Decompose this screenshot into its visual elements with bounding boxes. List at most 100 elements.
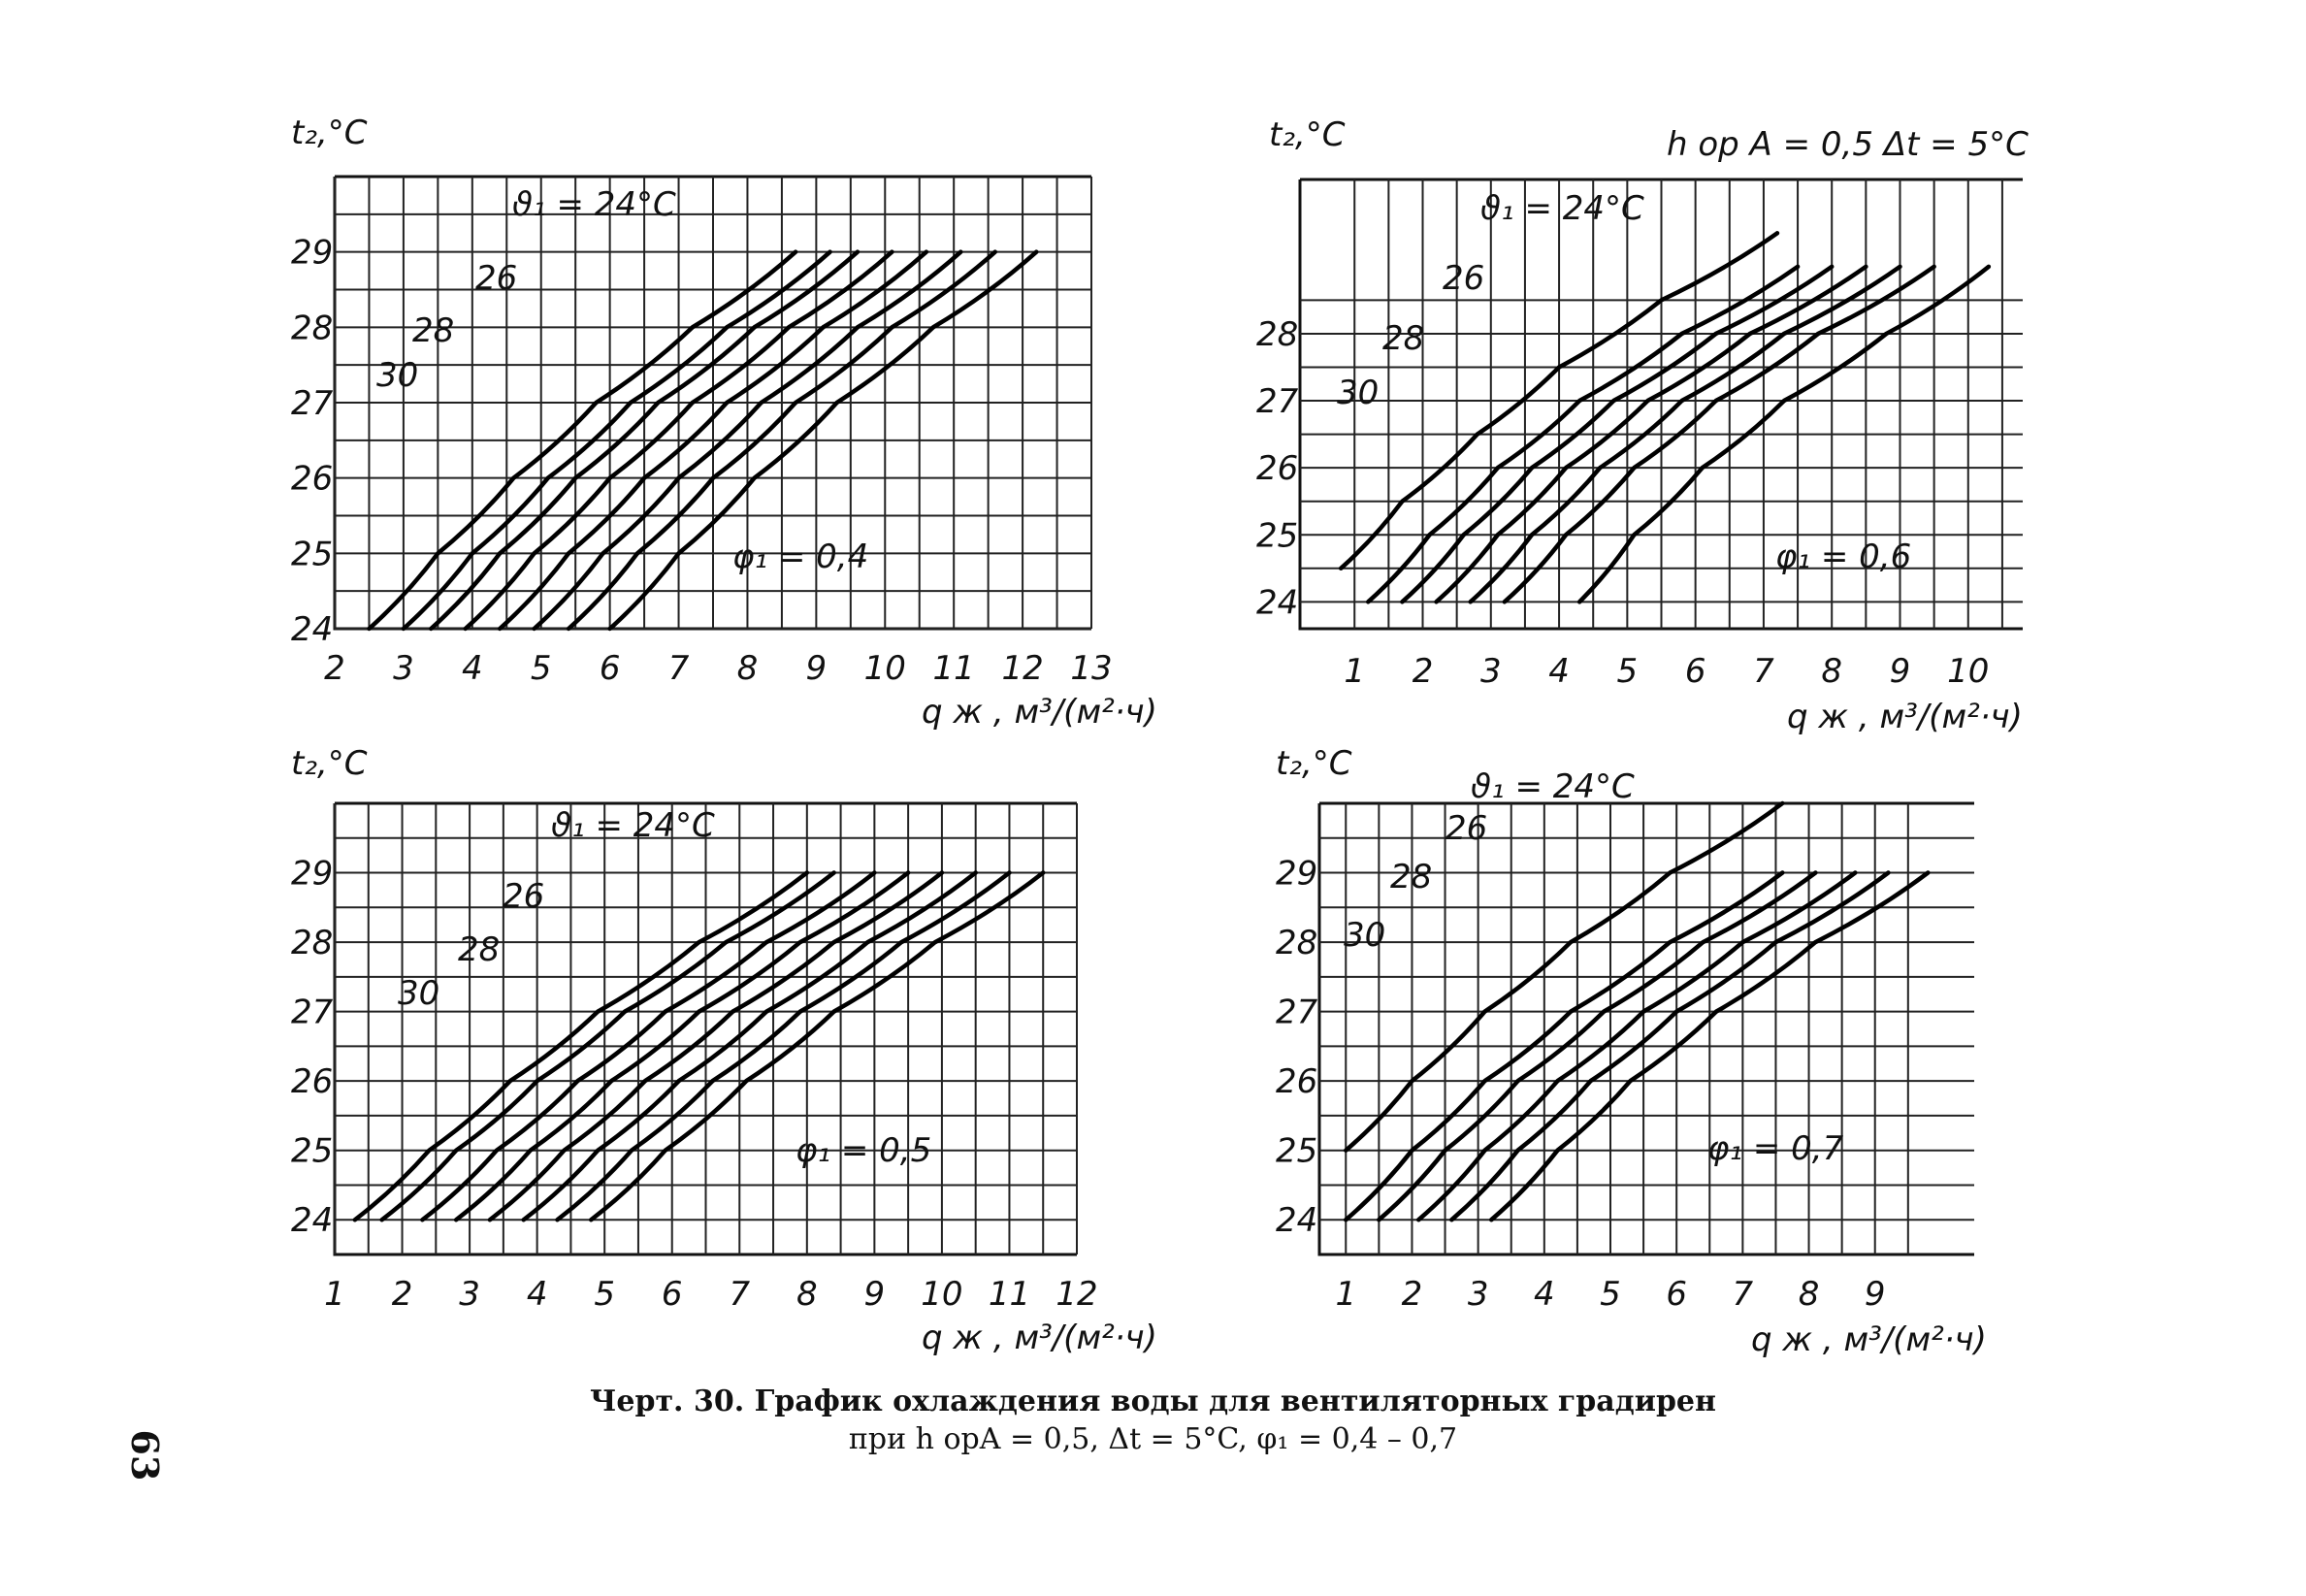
x-tick-label: 8 bbox=[796, 1275, 818, 1314]
y-tick-label: 27 bbox=[1256, 382, 1299, 421]
cooling-curve bbox=[532, 249, 963, 632]
y-tick-label: 25 bbox=[1276, 1132, 1317, 1171]
x-tick-label: 4 bbox=[462, 649, 483, 688]
grid bbox=[334, 803, 1078, 1254]
x-tick-label: 1 bbox=[1335, 1275, 1356, 1314]
cooling-curve bbox=[1416, 870, 1858, 1222]
grid bbox=[334, 177, 1092, 630]
x-tick-label: 3 bbox=[459, 1275, 480, 1314]
x-tick-label: 5 bbox=[1617, 652, 1639, 691]
x-tick-label: 5 bbox=[1600, 1275, 1621, 1314]
x-tick-label: 7 bbox=[668, 649, 690, 688]
y-tick-label: 25 bbox=[291, 1132, 333, 1171]
x-tick-label: 12 bbox=[1056, 1275, 1097, 1314]
cooling-curve bbox=[1377, 870, 1818, 1222]
x-tick-label: 9 bbox=[864, 1275, 886, 1314]
cooling-curve bbox=[487, 870, 945, 1222]
theta-label: ϑ₁ = 24°C bbox=[512, 185, 676, 224]
figure-caption-title: Черт. 30. График охлаждения воды для вен… bbox=[590, 1384, 1716, 1418]
x-tick-label: 6 bbox=[600, 649, 621, 688]
phi-label: φ₁ = 0,6 bbox=[1775, 537, 1911, 576]
y-axis-title: t₂,°C bbox=[291, 744, 368, 783]
x-tick-label: 4 bbox=[1548, 652, 1570, 691]
phi-label: φ₁ = 0,7 bbox=[1707, 1129, 1844, 1168]
x-tick-label: 10 bbox=[864, 649, 906, 688]
x-tick-label: 9 bbox=[1865, 1275, 1886, 1314]
y-tick-label: 25 bbox=[291, 535, 333, 573]
plot-frame bbox=[1317, 801, 1974, 1256]
cooling-curve bbox=[1449, 870, 1891, 1222]
cooling-curve bbox=[1338, 231, 1780, 571]
y-axis-title: t₂,°C bbox=[1269, 115, 1346, 154]
y-tick-label: 29 bbox=[291, 234, 333, 273]
cooling-curve bbox=[463, 249, 894, 632]
curve-label: 30 bbox=[1344, 916, 1385, 955]
phi-label: φ₁ = 0,5 bbox=[796, 1131, 931, 1170]
x-axis-title: q ж , м³/(м²·ч) bbox=[922, 693, 1157, 732]
cooling-curve bbox=[1344, 800, 1785, 1153]
y-tick-label: 24 bbox=[1256, 583, 1298, 622]
x-tick-label: 2 bbox=[1413, 652, 1434, 691]
x-tick-label: 6 bbox=[1666, 1275, 1687, 1314]
x-tick-label: 11 bbox=[989, 1275, 1030, 1314]
theta-label: ϑ₁ = 24°C bbox=[1480, 189, 1644, 228]
cooling-curve bbox=[429, 249, 861, 632]
x-tick-label: 11 bbox=[933, 649, 975, 688]
curve-label: 28 bbox=[412, 311, 454, 350]
curve-label: 28 bbox=[458, 930, 500, 969]
x-tick-label: 6 bbox=[662, 1275, 683, 1314]
y-tick-label: 29 bbox=[1276, 855, 1317, 894]
cooling-curve bbox=[420, 870, 877, 1222]
x-tick-label: 10 bbox=[921, 1275, 962, 1314]
chart-panel-phi-0-6: 1 2 3 4 5 6 7 8 9 10 24 25 26 27 28 t₂,°C q ж , м³/(м²·ч… bbox=[1256, 115, 2029, 736]
curve-label: 30 bbox=[398, 974, 439, 1013]
x-tick-label: 2 bbox=[392, 1275, 413, 1314]
y-tick-label: 28 bbox=[1276, 924, 1317, 962]
x-tick-label: 8 bbox=[1799, 1275, 1820, 1314]
x-tick-label: 12 bbox=[1001, 649, 1043, 688]
chart-panel-phi-0-4: 2 3 4 5 6 7 8 9 10 11 12 13 24 25 26 27 28 29 t₂,°C q ж , м… bbox=[291, 114, 1157, 732]
cooling-curve bbox=[453, 870, 911, 1222]
cooling-curve bbox=[607, 249, 1039, 632]
x-tick-label: 3 bbox=[1468, 1275, 1489, 1314]
x-tick-label: 6 bbox=[1685, 652, 1706, 691]
x-tick-label: 10 bbox=[1947, 652, 1989, 691]
cooling-curve bbox=[1502, 264, 1936, 604]
x-tick-label: 3 bbox=[1480, 652, 1502, 691]
x-tick-label: 9 bbox=[1890, 652, 1911, 691]
cooling-curve bbox=[1366, 264, 1801, 604]
cooling-curve bbox=[566, 249, 997, 632]
curve-label: 28 bbox=[1382, 319, 1424, 358]
y-tick-label: 25 bbox=[1256, 516, 1298, 555]
figure-caption-params: при h opA = 0,5, Δt = 5°C, φ₁ = 0,4 – 0,… bbox=[848, 1422, 1458, 1456]
curve-label: 30 bbox=[1337, 374, 1379, 412]
y-tick-label: 26 bbox=[1256, 449, 1298, 488]
cooling-curve bbox=[497, 249, 929, 632]
y-tick-label: 27 bbox=[291, 384, 334, 423]
x-tick-label: 7 bbox=[1733, 1275, 1754, 1314]
x-tick-label: 5 bbox=[594, 1275, 615, 1314]
y-tick-label: 29 bbox=[291, 855, 333, 894]
y-tick-label: 24 bbox=[1276, 1201, 1317, 1240]
y-tick-label: 26 bbox=[291, 460, 333, 499]
y-tick-label: 24 bbox=[291, 610, 333, 649]
x-tick-label: 1 bbox=[1344, 652, 1365, 691]
x-tick-label: 7 bbox=[729, 1275, 750, 1314]
x-tick-label: 4 bbox=[527, 1275, 548, 1314]
y-tick-label: 26 bbox=[1276, 1062, 1317, 1101]
theta-label: ϑ₁ = 24°C bbox=[1471, 767, 1635, 806]
phi-label: φ₁ = 0,4 bbox=[732, 537, 868, 576]
y-tick-label: 24 bbox=[291, 1201, 333, 1240]
x-tick-label: 2 bbox=[324, 649, 345, 688]
cooling-curve bbox=[1489, 870, 1931, 1222]
curve-label: 26 bbox=[503, 877, 544, 916]
curve-label: 26 bbox=[475, 259, 517, 298]
y-tick-label: 28 bbox=[291, 309, 333, 347]
cooling-curve bbox=[401, 249, 832, 632]
y-tick-label: 26 bbox=[291, 1062, 333, 1101]
y-tick-label: 28 bbox=[291, 924, 333, 962]
y-tick-label: 28 bbox=[1256, 315, 1298, 354]
x-tick-label: 1 bbox=[324, 1275, 345, 1314]
